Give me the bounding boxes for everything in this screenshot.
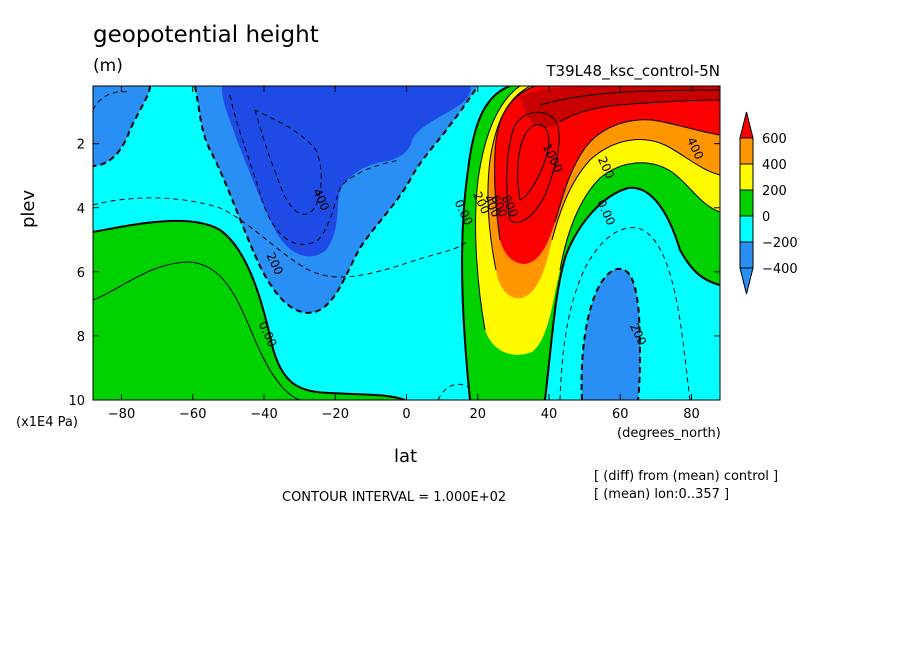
colorbar-cell	[739, 163, 754, 191]
colorbar-label: 0	[762, 210, 770, 225]
colorbar-label: −200	[762, 236, 798, 251]
contour-lines	[93, 86, 720, 400]
x-tick-label: 20	[469, 407, 486, 422]
contour-line	[93, 91, 131, 111]
x-axis-ticks: −80 −60 −40 −20 0 20 40 60 80	[108, 86, 700, 422]
contour-line	[554, 119, 720, 223]
fill-blue-right	[581, 268, 640, 400]
fill-red	[494, 86, 720, 264]
fill-green-left	[93, 220, 405, 400]
x-tick-label: 60	[612, 407, 629, 422]
y-axis-label: plev	[18, 189, 39, 228]
y-tick-label: 6	[77, 266, 85, 281]
colorbar: 600 400 200 0 −200 −400	[739, 111, 798, 295]
contour-line	[544, 186, 720, 400]
contour-line	[551, 139, 720, 241]
contour-line	[229, 94, 401, 245]
contour-line	[517, 123, 550, 201]
contour-line	[539, 89, 720, 106]
contour-line	[506, 111, 560, 223]
x-axis-unit-left: (x1E4 Pa)	[16, 415, 78, 430]
run-name: T39L48_ksc_control-5N	[546, 62, 720, 80]
page-title: geopotential height	[93, 22, 319, 48]
contour-line	[475, 86, 521, 331]
x-tick-label: −80	[108, 407, 135, 422]
colorbar-label: −400	[762, 262, 798, 277]
units-label: (m)	[93, 56, 123, 76]
contour-line	[461, 86, 511, 400]
colorbar-label: 200	[762, 184, 787, 199]
contour-line	[93, 219, 406, 400]
x-tick-label: 40	[541, 407, 558, 422]
contour-line	[93, 197, 469, 278]
contour-line	[254, 109, 322, 215]
x-tick-label: −60	[179, 407, 206, 422]
x-tick-label: −20	[322, 407, 349, 422]
fill-deep-blue-1	[222, 86, 471, 257]
contour-line	[559, 99, 720, 123]
contour-line	[93, 261, 301, 400]
y-axis-ticks: 2 4 6 8 10	[68, 138, 720, 409]
contour-fills	[93, 86, 720, 400]
colorbar-cell	[739, 189, 754, 217]
contour-line	[93, 86, 151, 167]
colorbar-label: 400	[762, 158, 787, 173]
colorbar-cell	[739, 111, 754, 139]
colorbar-cell	[739, 137, 754, 165]
contour-line	[580, 268, 642, 400]
y-tick-label: 8	[77, 330, 85, 345]
colorbar-cell	[739, 215, 754, 243]
x-tick-label: 80	[683, 407, 700, 422]
contour-line	[559, 162, 720, 271]
contour-line	[194, 86, 479, 314]
x-tick-label: 0	[402, 407, 410, 422]
x-axis-label: lat	[394, 446, 418, 467]
note-diff: [ (diff) from (mean) control ]	[594, 469, 779, 484]
colorbar-cell	[739, 241, 754, 269]
y-tick-label: 2	[77, 138, 85, 153]
fill-dark-red	[520, 86, 720, 128]
fill-blue-polar	[93, 86, 150, 166]
note-mean: [ (mean) lon:0..357 ]	[594, 487, 730, 502]
contour-line	[437, 383, 471, 400]
y-tick-label: 4	[77, 202, 85, 217]
contour-interval: CONTOUR INTERVAL = 1.000E+02	[282, 490, 507, 505]
colorbar-label: 600	[762, 132, 787, 147]
x-tick-label: −40	[250, 407, 277, 422]
colorbar-cell	[739, 267, 754, 295]
y-tick-label: 10	[68, 394, 85, 409]
contour-line	[494, 86, 536, 241]
x-axis-unit: (degrees_north)	[617, 426, 721, 441]
